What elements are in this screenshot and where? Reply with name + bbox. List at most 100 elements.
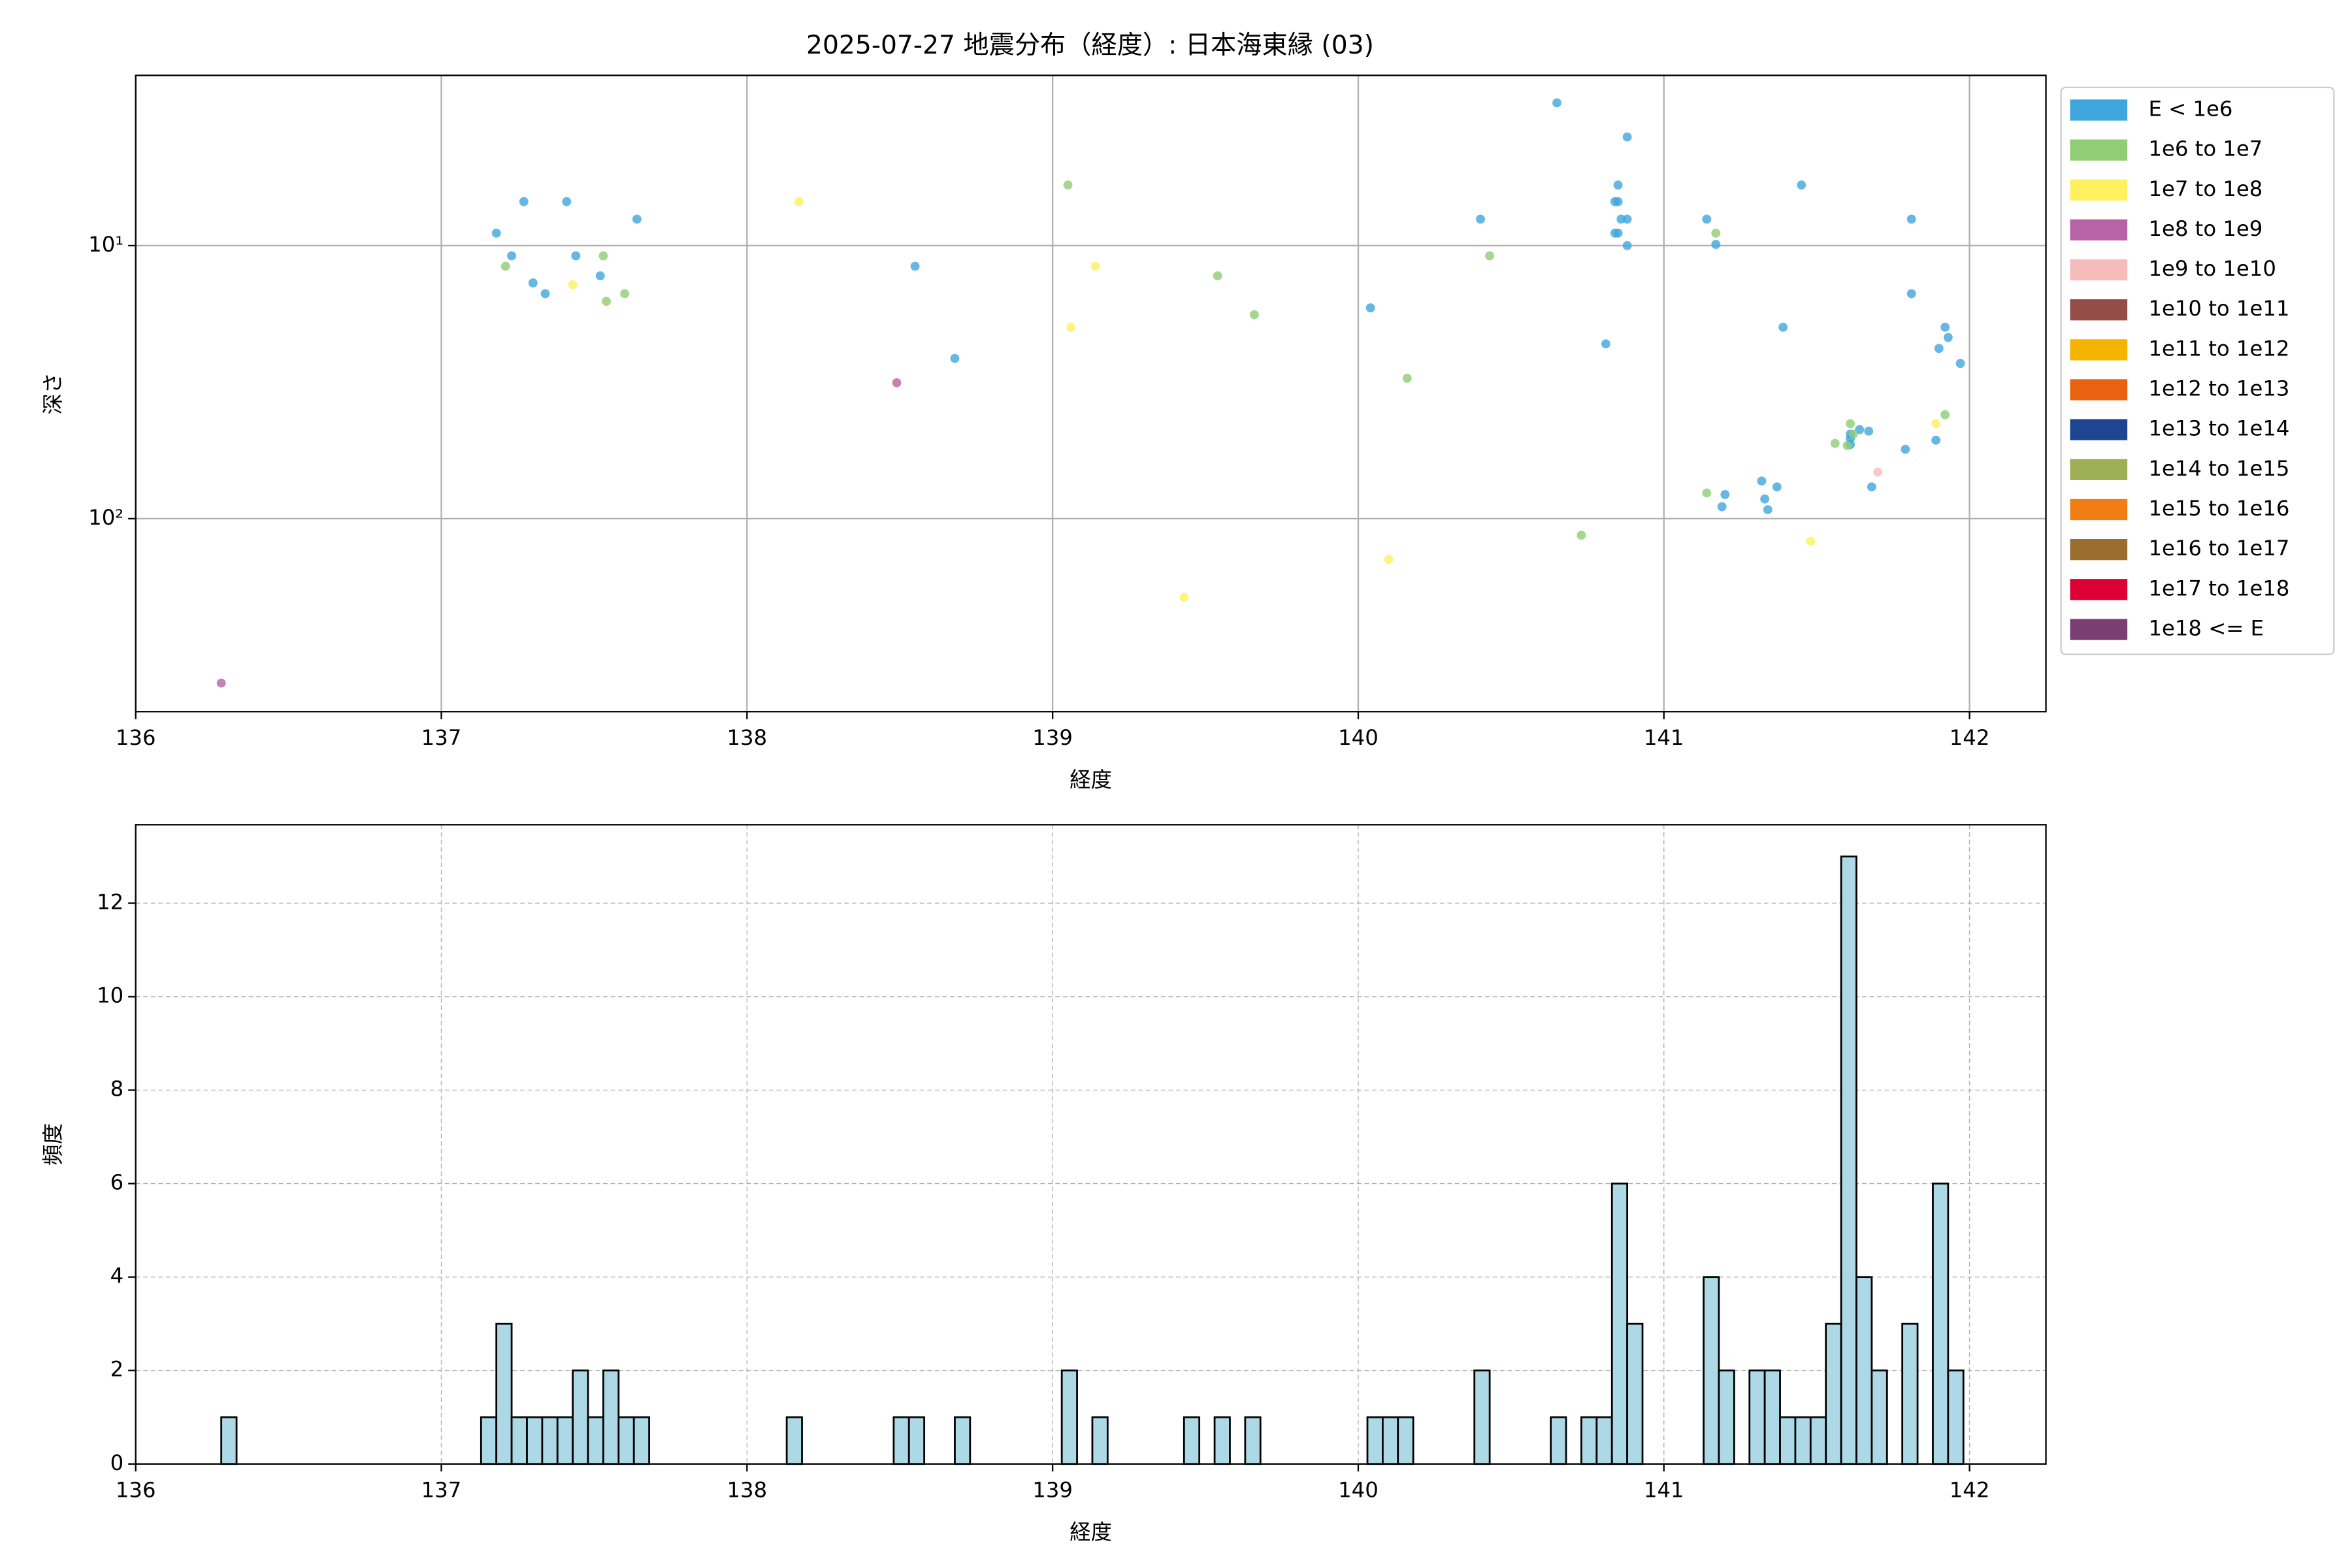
legend-label: 1e6 to 1e7 (2148, 137, 2262, 161)
histogram-bar (1779, 1416, 1797, 1465)
legend-label: 1e12 to 1e13 (2148, 376, 2289, 401)
histogram-bar (1932, 1183, 1950, 1465)
scatter-point (216, 678, 226, 688)
legend-label: 1e11 to 1e12 (2148, 336, 2289, 361)
scatter-point (528, 278, 538, 287)
histogram-bar (1626, 1322, 1644, 1465)
legend-swatch (2070, 539, 2128, 561)
x-tick-label: 141 (1644, 1477, 1684, 1502)
histogram-bar (1580, 1416, 1598, 1465)
legend-swatch (2070, 139, 2128, 161)
scatter-point (1601, 339, 1610, 349)
histogram-bar (1213, 1416, 1231, 1465)
scatter-point (1476, 214, 1486, 224)
histogram-bar (1381, 1416, 1399, 1465)
legend-label: 1e16 to 1e17 (2148, 536, 2289, 561)
legend-swatch (2070, 419, 2128, 440)
scatter-point (1711, 240, 1721, 250)
scatter-point (1711, 228, 1721, 238)
histogram-bar (1183, 1416, 1201, 1465)
scatter-point (1720, 490, 1730, 499)
histogram-bar (1366, 1416, 1384, 1465)
x-tick-label: 137 (421, 725, 462, 750)
legend-label: 1e10 to 1e11 (2148, 296, 2289, 321)
histogram-bar (1060, 1369, 1078, 1465)
histogram-bar (602, 1369, 620, 1465)
y-tick-label: 0 (110, 1450, 124, 1475)
legend-swatch (2070, 379, 2128, 400)
scatter-point (562, 197, 572, 206)
histogram-bar (480, 1416, 498, 1465)
scatter-point (1867, 482, 1876, 492)
x-tick-label: 142 (1950, 725, 1990, 750)
scatter-point (1622, 132, 1632, 142)
x-tick-label: 140 (1338, 1477, 1379, 1502)
histogram-bar (1840, 855, 1857, 1465)
y-tick-label: 8 (110, 1077, 124, 1102)
axes-frame (135, 824, 2047, 1465)
legend-label: 1e13 to 1e14 (2148, 416, 2289, 441)
scatter-point (1757, 476, 1767, 486)
scatter-point (1901, 444, 1910, 454)
scatter-point (500, 261, 510, 271)
scatter-point (1090, 261, 1100, 271)
scatter-point (1717, 502, 1727, 512)
scatter-point (598, 251, 608, 261)
legend-swatch (2070, 219, 2128, 241)
histogram-bar (1901, 1322, 1919, 1465)
legend-label: 1e7 to 1e8 (2148, 176, 2262, 201)
legend-label: 1e18 <= E (2148, 615, 2264, 640)
histogram-bar (617, 1416, 635, 1465)
x-tick-label: 136 (116, 725, 156, 750)
scatter-point (950, 353, 960, 363)
legend-swatch (2070, 579, 2128, 600)
x-axis-label: 経度 (1070, 1520, 1112, 1544)
scatter-point (1778, 322, 1788, 332)
y-axis-label: 頻度 (41, 1123, 65, 1166)
scatter-point (602, 297, 612, 306)
scatter-point (1613, 197, 1623, 206)
histogram-bar (541, 1416, 559, 1465)
scatter-point (1864, 426, 1874, 436)
histogram-bar (907, 1416, 926, 1465)
legend-swatch (2070, 99, 2128, 121)
histogram-bar (1244, 1416, 1262, 1465)
scatter-point (1906, 289, 1916, 299)
histogram-bar (1855, 1276, 1873, 1465)
scatter-point (1906, 214, 1916, 224)
histogram-bar (1473, 1369, 1491, 1465)
scatter-point (519, 197, 529, 206)
legend-label: 1e15 to 1e16 (2148, 496, 2289, 521)
y-tick-label: 10 (97, 983, 123, 1008)
y-axis-label: 深さ (41, 372, 65, 415)
scatter-point (1760, 494, 1770, 504)
scatter-point (1842, 441, 1852, 450)
histogram-bar (572, 1369, 589, 1465)
scatter-point (1931, 419, 1941, 429)
scatter-point (1613, 180, 1623, 190)
histogram-bar (1794, 1416, 1812, 1465)
scatter-point (794, 197, 804, 206)
histogram-bar (1550, 1416, 1567, 1465)
scatter-point (540, 289, 550, 299)
scatter-point (1622, 241, 1632, 250)
y-tick-label: 2 (110, 1357, 124, 1382)
x-tick-label: 138 (727, 725, 767, 750)
scatter-point (1846, 419, 1855, 429)
x-tick-label: 138 (727, 1477, 767, 1502)
scatter-point (910, 261, 920, 271)
axes-frame (135, 74, 2047, 713)
scatter-point (1934, 344, 1944, 353)
histogram-bar (1397, 1416, 1414, 1465)
chart-title: 2025-07-27 地震分布（経度）: 日本海東縁 (03) (806, 31, 1374, 60)
legend-swatch (2070, 179, 2128, 201)
scatter-point (632, 214, 642, 224)
scatter-point (568, 280, 578, 289)
histogram-bar (1610, 1183, 1629, 1465)
scatter-point (1702, 214, 1712, 224)
histogram-bar (1703, 1276, 1720, 1465)
legend-swatch (2070, 498, 2128, 521)
x-tick-label: 136 (116, 1477, 156, 1502)
